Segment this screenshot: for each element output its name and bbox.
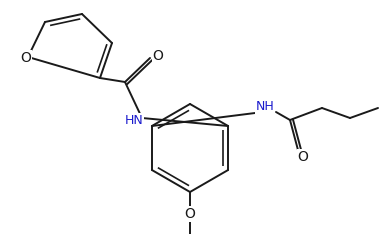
- Text: O: O: [21, 51, 32, 65]
- Text: HN: HN: [125, 113, 143, 127]
- Text: O: O: [152, 49, 163, 63]
- Text: O: O: [184, 207, 195, 221]
- Text: O: O: [298, 150, 309, 164]
- Text: NH: NH: [256, 100, 274, 113]
